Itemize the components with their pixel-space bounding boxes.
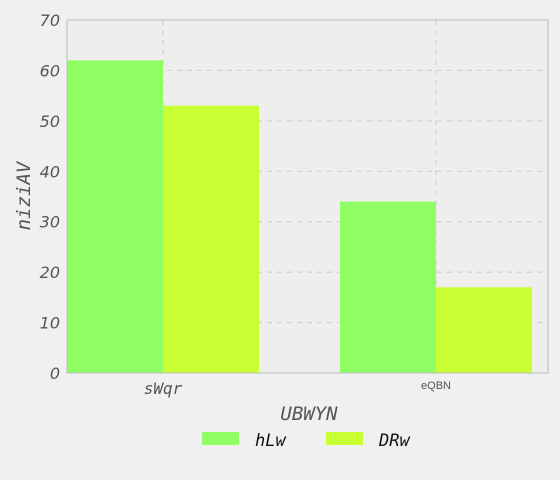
y-tick-label-50: 50 <box>40 112 60 131</box>
x-tick-labels: sWqr eQBN <box>144 379 451 398</box>
y-tick-label-70: 70 <box>40 11 60 30</box>
x-tick-label-sWqr: sWqr <box>144 379 183 398</box>
bars <box>67 60 532 373</box>
plot-frame <box>66 19 549 374</box>
bar-DRw-eQBN <box>436 287 532 373</box>
y-tick-label-10: 10 <box>40 314 60 333</box>
bar-hLw-sWqr <box>67 60 163 373</box>
y-tick-label-60: 60 <box>40 61 60 80</box>
x-axis-label: UBWYN <box>280 403 338 425</box>
y-tick-label-40: 40 <box>40 162 60 181</box>
y-tick-label-0: 0 <box>50 364 60 383</box>
x-tick-label-eQBN: eQBN <box>421 380 451 392</box>
legend-label-drw: DRw <box>378 431 410 451</box>
bar-DRw-sWqr <box>163 105 259 373</box>
legend-label-hlw: hLw <box>255 431 286 451</box>
legend: hLw DRw <box>202 431 410 451</box>
y-tick-label-20: 20 <box>40 263 60 282</box>
y-tick-labels: 0 10 20 30 40 50 60 70 <box>40 11 60 383</box>
legend-swatch-hlw <box>202 432 239 445</box>
bar-hLw-eQBN <box>340 201 436 373</box>
legend-swatch-drw <box>326 432 363 445</box>
y-axis-label: niziAV <box>13 160 35 230</box>
y-tick-label-30: 30 <box>40 213 60 232</box>
